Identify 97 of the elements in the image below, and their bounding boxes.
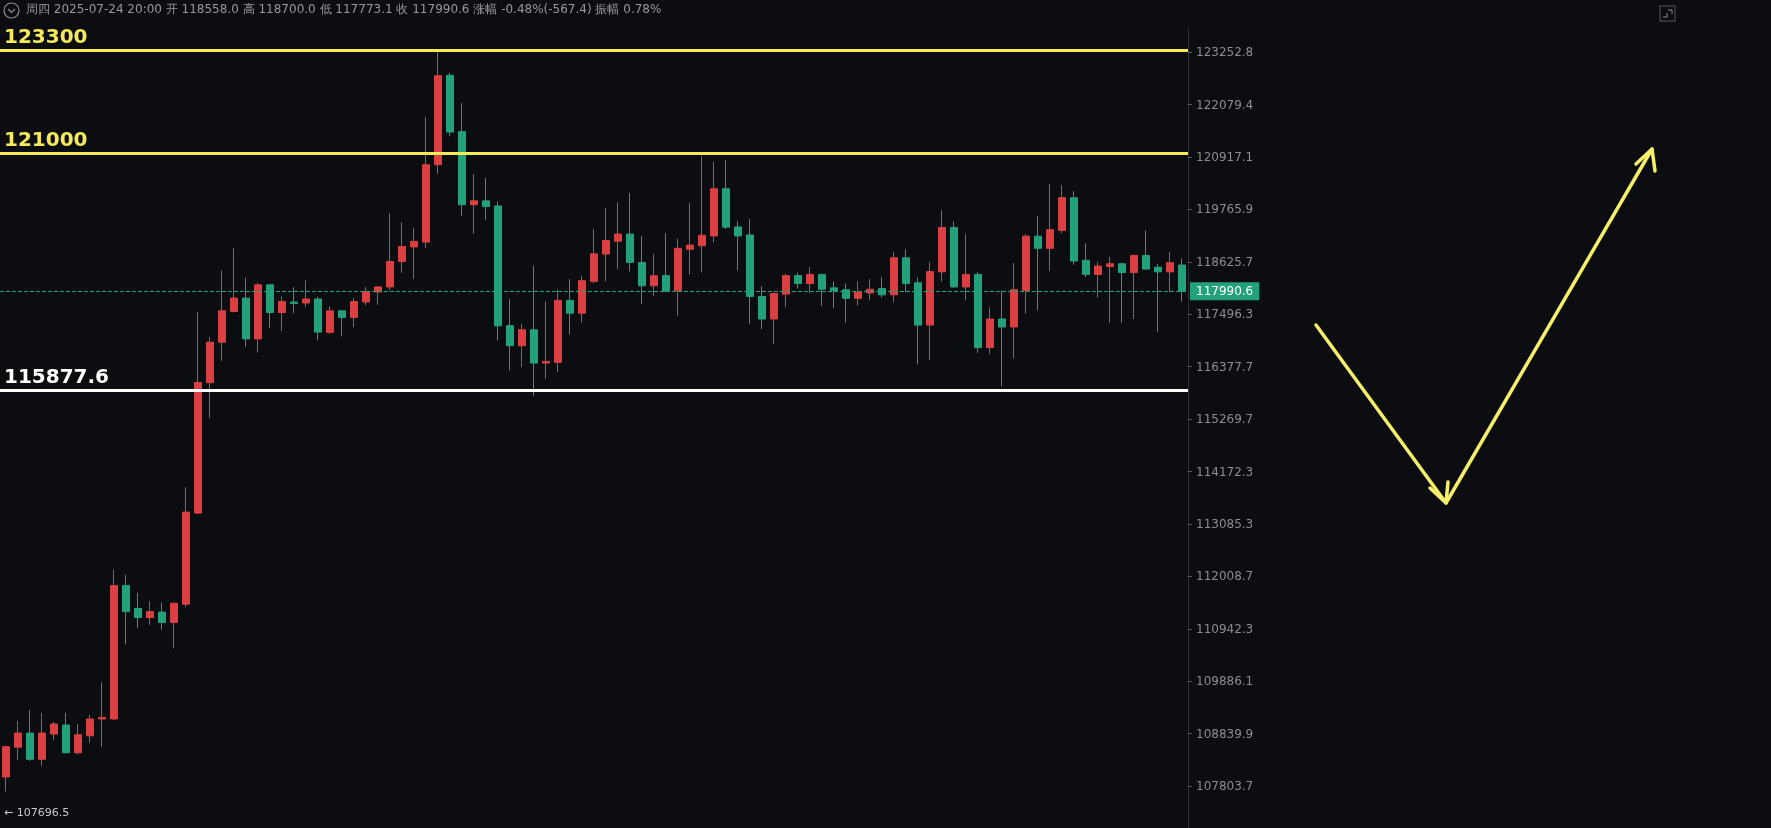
candlestick <box>326 305 334 335</box>
candlestick <box>722 159 730 230</box>
candlestick <box>1046 183 1054 272</box>
candlestick <box>1022 233 1030 315</box>
text: 周四 2025-07-24 20:00 开 118558.0 高 118700.0 低 117773.1 收 117990.6 涨幅 -0.48%(-567.4) 振幅 0.78% <box>26 2 662 16</box>
candlestick <box>86 714 94 744</box>
candlestick <box>254 282 262 353</box>
candlestick <box>1070 190 1078 266</box>
candlestick <box>686 202 694 275</box>
candlestick <box>2 745 10 792</box>
candlestick <box>602 206 610 282</box>
candlestick <box>614 201 622 270</box>
candlestick <box>710 161 718 243</box>
candlestick <box>350 297 358 328</box>
candlestick <box>74 723 82 755</box>
candlestick <box>146 600 154 626</box>
candlestick <box>410 227 418 280</box>
candlestick <box>170 602 178 649</box>
candlestick <box>794 272 802 290</box>
candlestick <box>782 273 790 308</box>
candlestick <box>1094 261 1102 299</box>
candlestick <box>62 712 70 754</box>
candlestick <box>578 275 586 324</box>
candlestick <box>806 266 814 294</box>
candlestick <box>278 295 286 332</box>
ref-line-label: 115877.6 <box>4 364 110 389</box>
candlestick <box>770 291 778 345</box>
candlestick <box>470 173 478 235</box>
y-tick-label: 122079.4 <box>1196 97 1254 112</box>
y-tick-label: 107803.7 <box>1196 778 1254 793</box>
candlestick <box>110 569 118 721</box>
candlestick <box>950 220 958 289</box>
candlestick <box>1142 229 1150 271</box>
candlestick <box>230 247 238 313</box>
candlestick <box>158 602 166 631</box>
candlestick <box>446 72 454 137</box>
candlestick <box>650 253 658 297</box>
candlestick <box>1166 251 1174 293</box>
y-tick-label: 115269.7 <box>1196 412 1254 427</box>
candlestick <box>458 102 466 217</box>
candlestick <box>890 251 898 303</box>
candlestick <box>542 301 550 380</box>
candlestick <box>386 212 394 291</box>
candlestick <box>482 177 490 221</box>
candlestick <box>26 709 34 762</box>
candlestick <box>218 269 226 362</box>
y-tick-label: 108839.9 <box>1196 726 1254 741</box>
y-tick-label: 116377.7 <box>1196 359 1254 374</box>
ref-line-label: 123300 <box>4 24 88 49</box>
candlestick <box>98 681 106 748</box>
candlestick <box>626 192 634 272</box>
candlestick <box>182 486 190 608</box>
candlestick <box>374 285 382 306</box>
candlestick <box>14 720 22 761</box>
candlestick <box>362 286 370 306</box>
candlestick <box>854 281 862 307</box>
y-tick-label: 120917.1 <box>1196 150 1254 165</box>
candlestick <box>206 336 214 419</box>
candlestick <box>1130 254 1138 320</box>
candlestick <box>134 592 142 629</box>
annotation: ← 107696.5 <box>4 806 70 819</box>
candlestick <box>962 233 970 301</box>
candlestick <box>938 209 946 283</box>
candlestick <box>554 289 562 373</box>
candlestick <box>314 295 322 342</box>
candlestick <box>518 323 526 368</box>
candlestick <box>698 155 706 274</box>
y-tick-label: 110942.3 <box>1196 621 1254 636</box>
candlestick <box>734 220 742 271</box>
candlestick <box>422 116 430 249</box>
y-tick-label: 114172.3 <box>1196 464 1254 479</box>
candlestick <box>338 310 346 338</box>
candlestick <box>1082 242 1090 278</box>
y-tick-label: 112008.7 <box>1196 569 1254 584</box>
candlestick <box>1010 262 1018 359</box>
y-tick-label: 117496.3 <box>1196 307 1254 322</box>
candlestick <box>434 51 442 175</box>
y-tick-label: 119765.9 <box>1196 202 1254 217</box>
candlestick <box>302 279 310 308</box>
y-tick-label: 109886.1 <box>1196 674 1254 689</box>
y-tick-label: 118625.7 <box>1196 254 1254 269</box>
candlestick <box>926 261 934 361</box>
candlestick <box>122 574 130 645</box>
y-tick-label: 123252.8 <box>1196 45 1254 60</box>
candlestick <box>38 712 46 767</box>
candlestick <box>50 721 58 741</box>
candlestick <box>194 310 202 515</box>
candlestick <box>590 228 598 284</box>
candlestick <box>1058 184 1066 234</box>
candlestick <box>398 221 406 274</box>
candlestick <box>1106 256 1114 324</box>
ref-line-label: 117990.6 <box>1196 284 1254 299</box>
candlestick <box>986 306 994 355</box>
y-tick-label: 113085.3 <box>1196 516 1254 531</box>
candlestick <box>674 238 682 317</box>
ref-line-label: 121000 <box>4 127 88 152</box>
candlestick <box>506 298 514 371</box>
